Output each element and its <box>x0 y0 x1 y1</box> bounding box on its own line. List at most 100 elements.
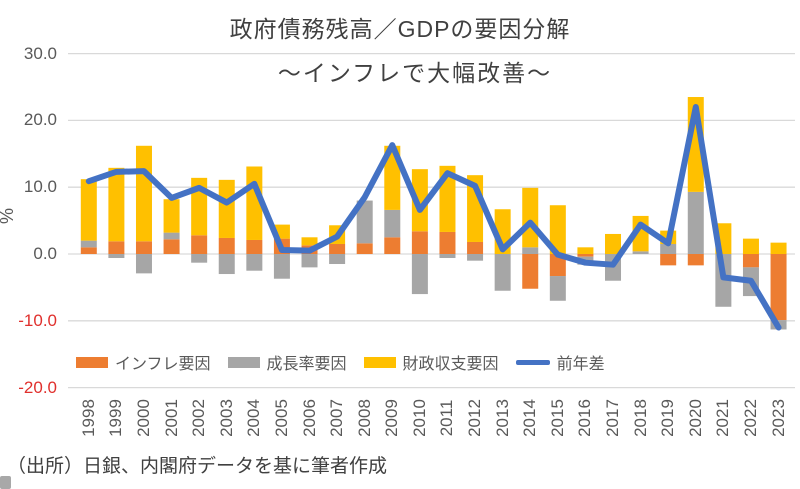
y-axis-unit-label: % <box>0 203 23 229</box>
x-year-label: 2003 <box>216 399 236 437</box>
x-year-label: 2009 <box>382 399 402 437</box>
x-year-label: 2014 <box>520 399 540 437</box>
x-year-label: 2002 <box>189 399 209 437</box>
bar-segment <box>356 200 373 244</box>
bar-segment <box>273 254 290 279</box>
x-year-label: 2020 <box>685 399 705 437</box>
x-year-label: 2001 <box>161 399 181 437</box>
bar-segment <box>411 169 428 232</box>
bar-segment <box>384 209 401 238</box>
x-year-label: 2022 <box>740 399 760 437</box>
bar-segment <box>632 251 649 254</box>
legend-label-fiscal: 財政収支要因 <box>402 356 499 373</box>
x-year-label: 2016 <box>575 399 595 437</box>
x-year-label: 2018 <box>630 399 650 437</box>
bar-segment <box>218 237 235 254</box>
bar-segment <box>108 167 125 242</box>
legend-item-inflation: インフレ要因 <box>76 350 211 374</box>
x-year-label: 2023 <box>768 399 788 437</box>
x-year-label: 2010 <box>409 399 429 437</box>
legend: インフレ要因 成長率要因 財政収支要因 前年差 <box>76 350 605 374</box>
yoy-trend-line <box>85 104 782 331</box>
bar-segment <box>80 247 97 254</box>
y-tick-label: -10.0 <box>18 310 57 330</box>
bar-segment <box>742 238 759 254</box>
bar-segment <box>301 254 318 268</box>
bar-segment <box>439 231 456 254</box>
legend-item-yoy-line: 前年差 <box>515 350 605 374</box>
bar-segment <box>135 145 152 242</box>
bar-segment <box>660 254 677 266</box>
bar-segment <box>329 254 346 265</box>
bar-segment <box>80 240 97 248</box>
bar-segment <box>577 247 594 254</box>
bar-segment <box>80 179 97 241</box>
x-year-label: 2000 <box>133 399 153 437</box>
bar-segment <box>411 254 428 295</box>
bar-segment <box>301 237 318 246</box>
fiscal-swatch-icon <box>363 356 396 368</box>
corner-ui-artifact <box>0 476 11 489</box>
legend-label-yoy-line: 前年差 <box>556 356 605 373</box>
bar-segment <box>522 187 539 248</box>
bar-segment <box>135 241 152 254</box>
bar-segment <box>218 254 235 275</box>
bar-segment <box>770 254 787 321</box>
legend-label-growth: 成長率要因 <box>266 356 347 373</box>
bar-segment <box>163 199 180 233</box>
bar-segment <box>605 233 622 254</box>
x-year-label: 2021 <box>713 399 733 437</box>
x-year-label: 2004 <box>244 399 264 437</box>
x-year-label: 1998 <box>78 399 98 437</box>
bar-segment <box>467 254 484 261</box>
bar-segment <box>191 235 208 254</box>
bar-segment <box>577 254 594 257</box>
x-year-label: 2007 <box>327 399 347 437</box>
bar-segment <box>135 254 152 274</box>
bar-segment <box>549 254 566 277</box>
y-tick-label: 0.0 <box>33 244 57 263</box>
x-year-label: 2015 <box>547 399 567 437</box>
bar-segment <box>411 231 428 254</box>
inflation-swatch-icon <box>76 356 108 368</box>
growth-swatch-icon <box>227 356 260 368</box>
bar-segment <box>742 254 759 268</box>
yoy-line-swatch-icon <box>515 359 550 365</box>
bar-segment <box>467 241 484 254</box>
bar-segment <box>218 179 235 238</box>
chart-title: 政府債務残高／GDPの要因分解 <box>229 16 571 42</box>
x-year-label: 2011 <box>437 399 457 437</box>
x-year-label: 2019 <box>658 399 678 437</box>
chart-subtitle: ～インフレで大幅改善～ <box>277 60 553 86</box>
bar-segment <box>384 237 401 254</box>
bar-segment <box>439 254 456 259</box>
bar-segment <box>494 254 511 291</box>
y-tick-label: 10.0 <box>23 177 57 197</box>
bar-segment <box>770 242 787 254</box>
bar-segment <box>549 205 566 254</box>
source-note: （出所）日銀、内閣府データを基に筆者作成 <box>7 456 388 477</box>
bar-segment <box>660 243 677 254</box>
bar-segment <box>522 254 539 289</box>
y-tick-label: -20.0 <box>18 377 57 397</box>
x-year-label: 2017 <box>603 399 622 437</box>
bar-segment <box>329 243 346 254</box>
x-year-label: 2005 <box>271 399 291 437</box>
x-year-label: 1999 <box>106 399 126 437</box>
x-year-label: 2006 <box>299 399 319 437</box>
bar-segment <box>191 254 208 263</box>
bar-segment <box>522 247 539 254</box>
y-tick-label: 30.0 <box>23 43 57 63</box>
bar-segment <box>163 239 180 254</box>
bar-segment <box>687 191 704 254</box>
bar-segment <box>108 241 125 254</box>
bar-segment <box>246 254 263 271</box>
legend-label-inflation: インフレ要因 <box>115 356 211 373</box>
x-year-label: 2013 <box>492 399 512 437</box>
legend-item-growth: 成長率要因 <box>227 350 347 374</box>
y-tick-label: 20.0 <box>23 110 57 130</box>
bar-segment <box>246 239 263 254</box>
x-year-label: 2012 <box>465 399 485 437</box>
